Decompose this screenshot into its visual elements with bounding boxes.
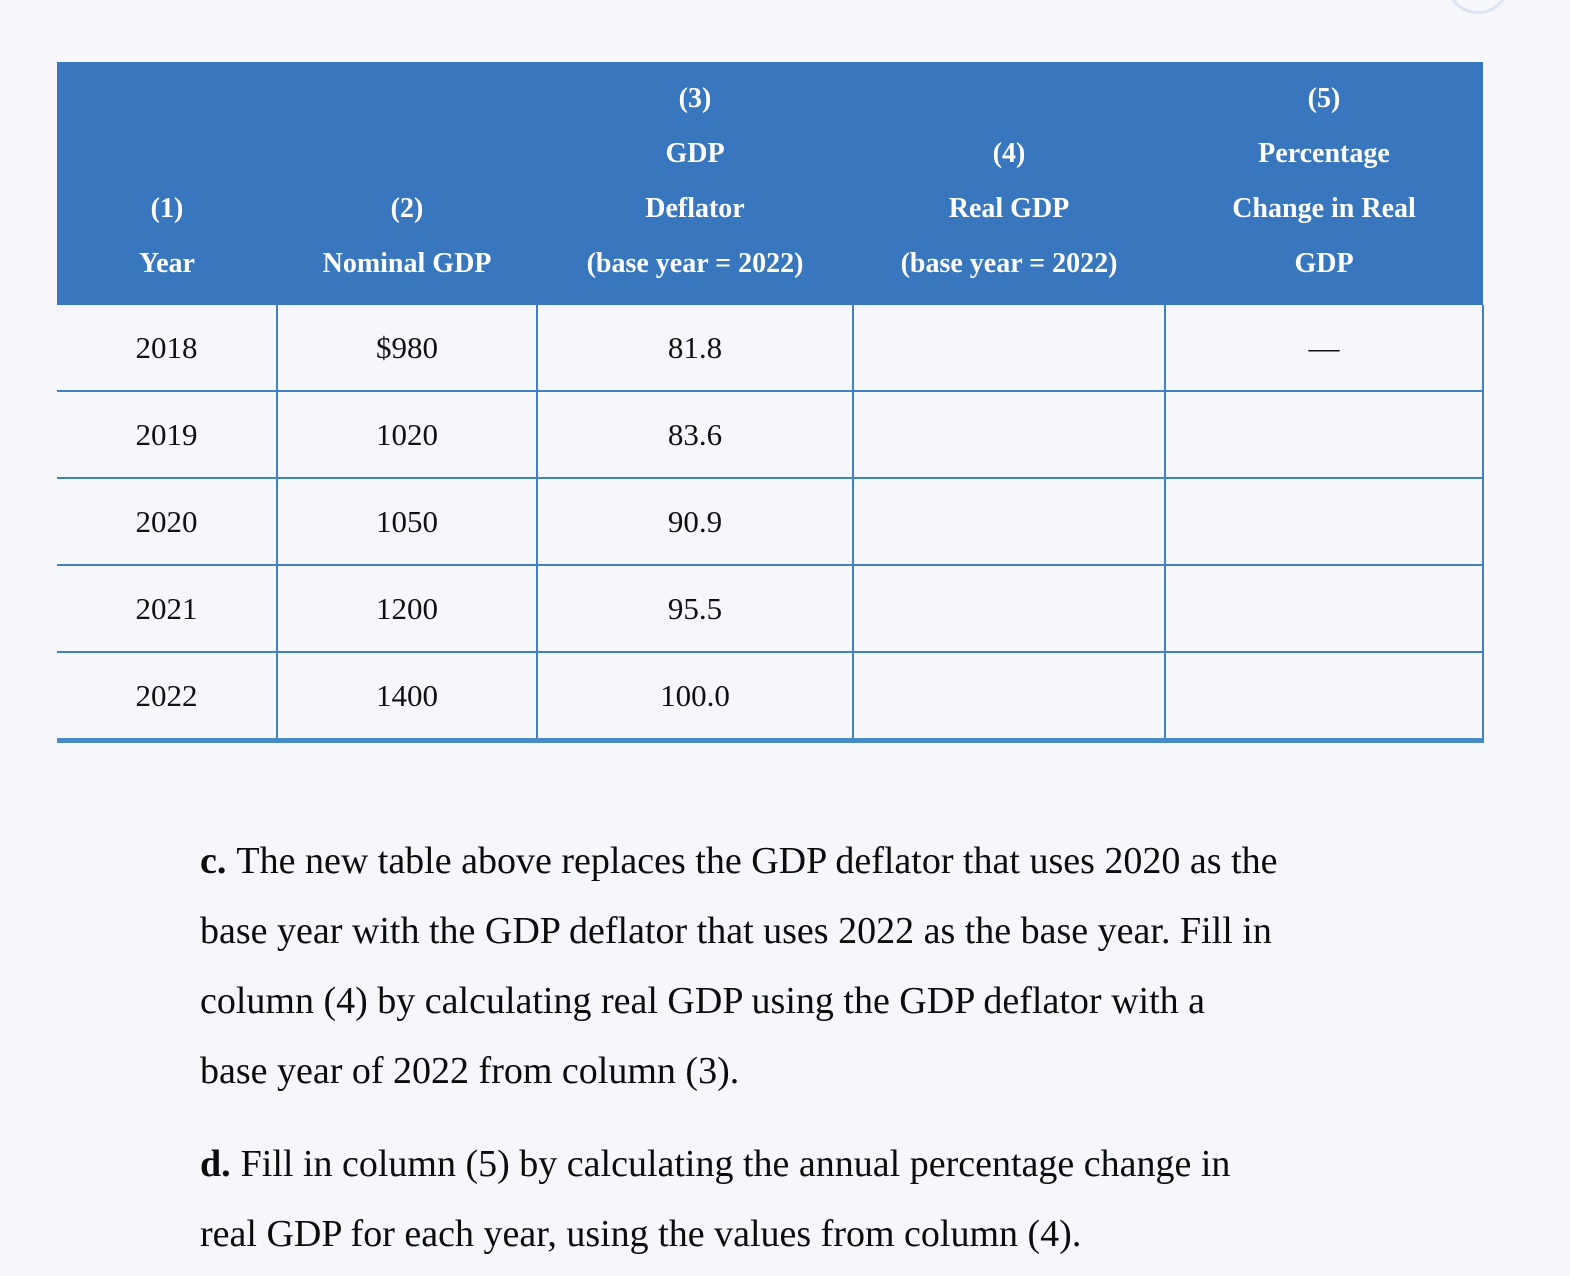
header-line: Percentage: [1258, 138, 1390, 169]
cell-nominal-gdp: 1050: [276, 478, 537, 566]
header-line: (base year = 2022): [900, 248, 1118, 279]
cell-real-gdp: [852, 478, 1165, 566]
header-line: GDP: [1294, 248, 1354, 279]
header-line: (base year = 2022): [586, 248, 804, 279]
cell-pct-change: [1164, 565, 1484, 653]
instruction-c: c. The new table above replaces the GDP d…: [200, 826, 1530, 1106]
instruction-label: d.: [200, 1143, 231, 1185]
table-row: 2019 1020 83.6: [57, 391, 1484, 479]
instruction-line: column (4) by calculating real GDP using…: [200, 980, 1205, 1022]
gdp-table: (1) Year (2) Nominal GDP (3) GDP Deflato…: [57, 62, 1484, 743]
header-line: Deflator: [645, 193, 745, 224]
table-row: 2022 1400 100.0: [57, 652, 1484, 743]
instruction-text: The new table above replaces the GDP def…: [236, 840, 1278, 882]
instruction-line: base year with the GDP deflator that use…: [200, 910, 1272, 952]
cell-pct-change: [1164, 652, 1484, 743]
header-line: (1): [150, 193, 184, 224]
cell-gdp-deflator: 83.6: [536, 391, 853, 479]
instruction-line: c. The new table above replaces the GDP d…: [200, 826, 1530, 896]
table-row: 2018 $980 81.8 —: [57, 305, 1484, 392]
instruction-line: d. Fill in column (5) by calculating the …: [200, 1129, 1530, 1199]
cell-year: 2018: [57, 305, 277, 392]
header-line: Nominal GDP: [322, 248, 492, 279]
header-line: GDP: [665, 138, 725, 169]
cell-nominal-gdp: 1200: [276, 565, 537, 653]
instruction-line: real GDP for each year, using the values…: [200, 1213, 1082, 1255]
header-line: (5): [1307, 83, 1341, 114]
cell-gdp-deflator: 81.8: [536, 305, 853, 392]
header-cell-real-gdp: (4) Real GDP (base year = 2022): [853, 62, 1165, 305]
header-cell-year: (1) Year: [57, 62, 277, 305]
header-line: (2): [390, 193, 424, 224]
table-row: 2021 1200 95.5: [57, 565, 1484, 653]
header-cell-pct-change: (5) Percentage Change in Real GDP: [1165, 62, 1483, 305]
cell-year: 2021: [57, 565, 277, 653]
cell-year: 2022: [57, 652, 277, 743]
cell-pct-change: —: [1164, 305, 1484, 392]
decorative-arc: [1446, 0, 1510, 14]
cell-real-gdp: [852, 565, 1165, 653]
cell-year: 2019: [57, 391, 277, 479]
instruction-d: d. Fill in column (5) by calculating the …: [200, 1129, 1530, 1269]
cell-nominal-gdp: $980: [276, 305, 537, 392]
header-line: Year: [139, 248, 195, 279]
header-cell-gdp-deflator: (3) GDP Deflator (base year = 2022): [537, 62, 853, 305]
table-row: 2020 1050 90.9: [57, 478, 1484, 566]
instruction-text: Fill in column (5) by calculating the an…: [240, 1143, 1231, 1185]
cell-year: 2020: [57, 478, 277, 566]
header-line: Real GDP: [948, 193, 1070, 224]
cell-gdp-deflator: 90.9: [536, 478, 853, 566]
table-header-row: (1) Year (2) Nominal GDP (3) GDP Deflato…: [57, 62, 1483, 305]
header-line: (4): [992, 138, 1026, 169]
header-cell-nominal-gdp: (2) Nominal GDP: [277, 62, 537, 305]
instruction-label: c.: [200, 840, 227, 882]
cell-real-gdp: [852, 305, 1165, 392]
cell-nominal-gdp: 1020: [276, 391, 537, 479]
header-line: Change in Real: [1232, 193, 1416, 224]
cell-nominal-gdp: 1400: [276, 652, 537, 743]
cell-pct-change: [1164, 478, 1484, 566]
instruction-line: base year of 2022 from column (3).: [200, 1050, 740, 1092]
cell-gdp-deflator: 100.0: [536, 652, 853, 743]
cell-pct-change: [1164, 391, 1484, 479]
cell-gdp-deflator: 95.5: [536, 565, 853, 653]
header-line: (3): [678, 83, 712, 114]
cell-real-gdp: [852, 652, 1165, 743]
cell-real-gdp: [852, 391, 1165, 479]
